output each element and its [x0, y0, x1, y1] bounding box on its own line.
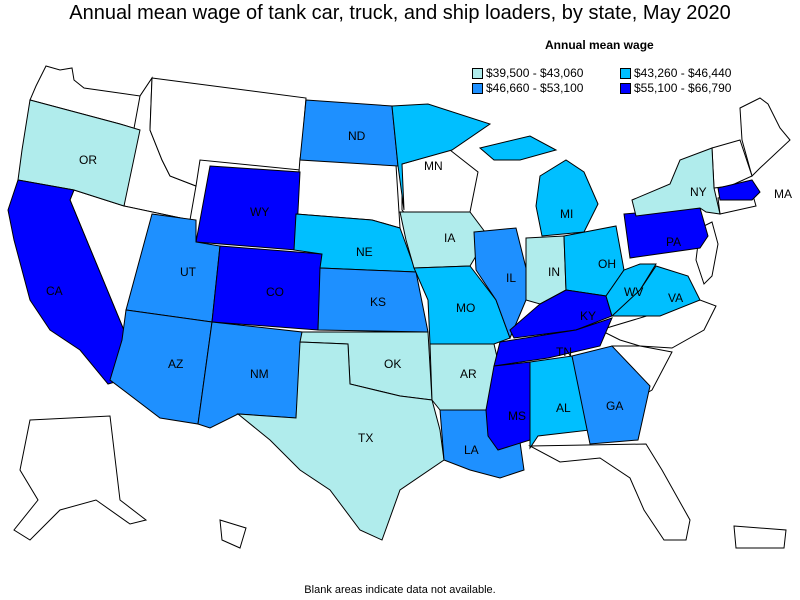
- state-label-AZ: AZ: [168, 357, 183, 371]
- state-OR[interactable]: [17, 99, 141, 207]
- legend-title: Annual mean wage: [545, 38, 654, 52]
- state-TX[interactable]: [236, 341, 445, 541]
- state-AZ[interactable]: [109, 309, 213, 425]
- state-label-GA: GA: [606, 399, 623, 413]
- legend-swatch: [472, 82, 483, 94]
- state-MS[interactable]: [485, 361, 531, 451]
- state-label-AR: AR: [460, 367, 477, 381]
- state-FL[interactable]: [528, 443, 691, 541]
- state-label-NY: NY: [690, 185, 707, 199]
- state-label-KY: KY: [580, 309, 596, 323]
- state-label-IA: IA: [444, 231, 455, 245]
- state-label-TX: TX: [358, 431, 373, 445]
- state-label-OH: OH: [598, 257, 616, 271]
- state-label-WY: WY: [250, 205, 269, 219]
- state-label-PA: PA: [666, 235, 681, 249]
- legend-swatch: [472, 67, 483, 79]
- state-MN[interactable]: [391, 103, 492, 211]
- state-label-MI: MI: [560, 207, 573, 221]
- state-WY[interactable]: [195, 165, 301, 251]
- state-label-WV: WV: [624, 285, 643, 299]
- legend-label: $43,260 - $46,440: [634, 66, 732, 80]
- state-label-IN: IN: [548, 265, 560, 279]
- state-label-MO: MO: [456, 301, 475, 315]
- legend-label: $46,660 - $53,100: [486, 81, 584, 95]
- state-PR[interactable]: [733, 525, 787, 549]
- state-NY[interactable]: [631, 147, 721, 217]
- state-ME[interactable]: [739, 97, 791, 177]
- state-label-UT: UT: [180, 265, 197, 279]
- legend-label: $39,500 - $43,060: [486, 66, 584, 80]
- state-label-OR: OR: [79, 153, 97, 167]
- state-label-LA: LA: [464, 443, 479, 457]
- state-label-ND: ND: [348, 129, 366, 143]
- state-label-AL: AL: [556, 401, 571, 415]
- legend-item-bin-1: $39,500 - $43,060: [472, 66, 583, 80]
- legend-item-bin-2: $43,260 - $46,440: [620, 66, 731, 80]
- state-NC[interactable]: [598, 299, 717, 349]
- legend-item-bin-3: $46,660 - $53,100: [472, 81, 583, 95]
- state-MO[interactable]: [413, 265, 511, 345]
- state-CA[interactable]: [7, 179, 129, 385]
- state-label-VA: VA: [668, 291, 683, 305]
- state-label-NE: NE: [356, 245, 373, 259]
- legend-swatch: [620, 67, 631, 79]
- state-GA[interactable]: [571, 345, 651, 445]
- state-label-CO: CO: [266, 285, 284, 299]
- state-label-OK: OK: [384, 357, 401, 371]
- state-AL[interactable]: [529, 355, 591, 450]
- state-label-MA: MA: [774, 187, 792, 201]
- state-VA[interactable]: [610, 265, 701, 317]
- state-MA[interactable]: [717, 179, 761, 201]
- state-label-MS: MS: [508, 409, 526, 423]
- footnote: Blank areas indicate data not available.: [304, 584, 496, 596]
- legend-item-bin-4: $55,100 - $66,790: [620, 81, 731, 95]
- legend-swatch: [620, 82, 631, 94]
- state-label-MN: MN: [424, 159, 443, 173]
- state-AK[interactable]: [13, 415, 148, 541]
- state-label-NM: NM: [250, 367, 269, 381]
- state-label-IL: IL: [506, 271, 516, 285]
- map-title: Annual mean wage of tank car, truck, and…: [69, 2, 731, 24]
- state-MI[interactable]: [478, 135, 599, 237]
- state-label-KS: KS: [370, 295, 386, 309]
- state-HI[interactable]: [219, 519, 247, 549]
- state-label-CA: CA: [46, 284, 63, 298]
- state-label-TN: TN: [556, 345, 572, 359]
- state-IL[interactable]: [473, 227, 527, 340]
- legend-label: $55,100 - $66,790: [634, 81, 732, 95]
